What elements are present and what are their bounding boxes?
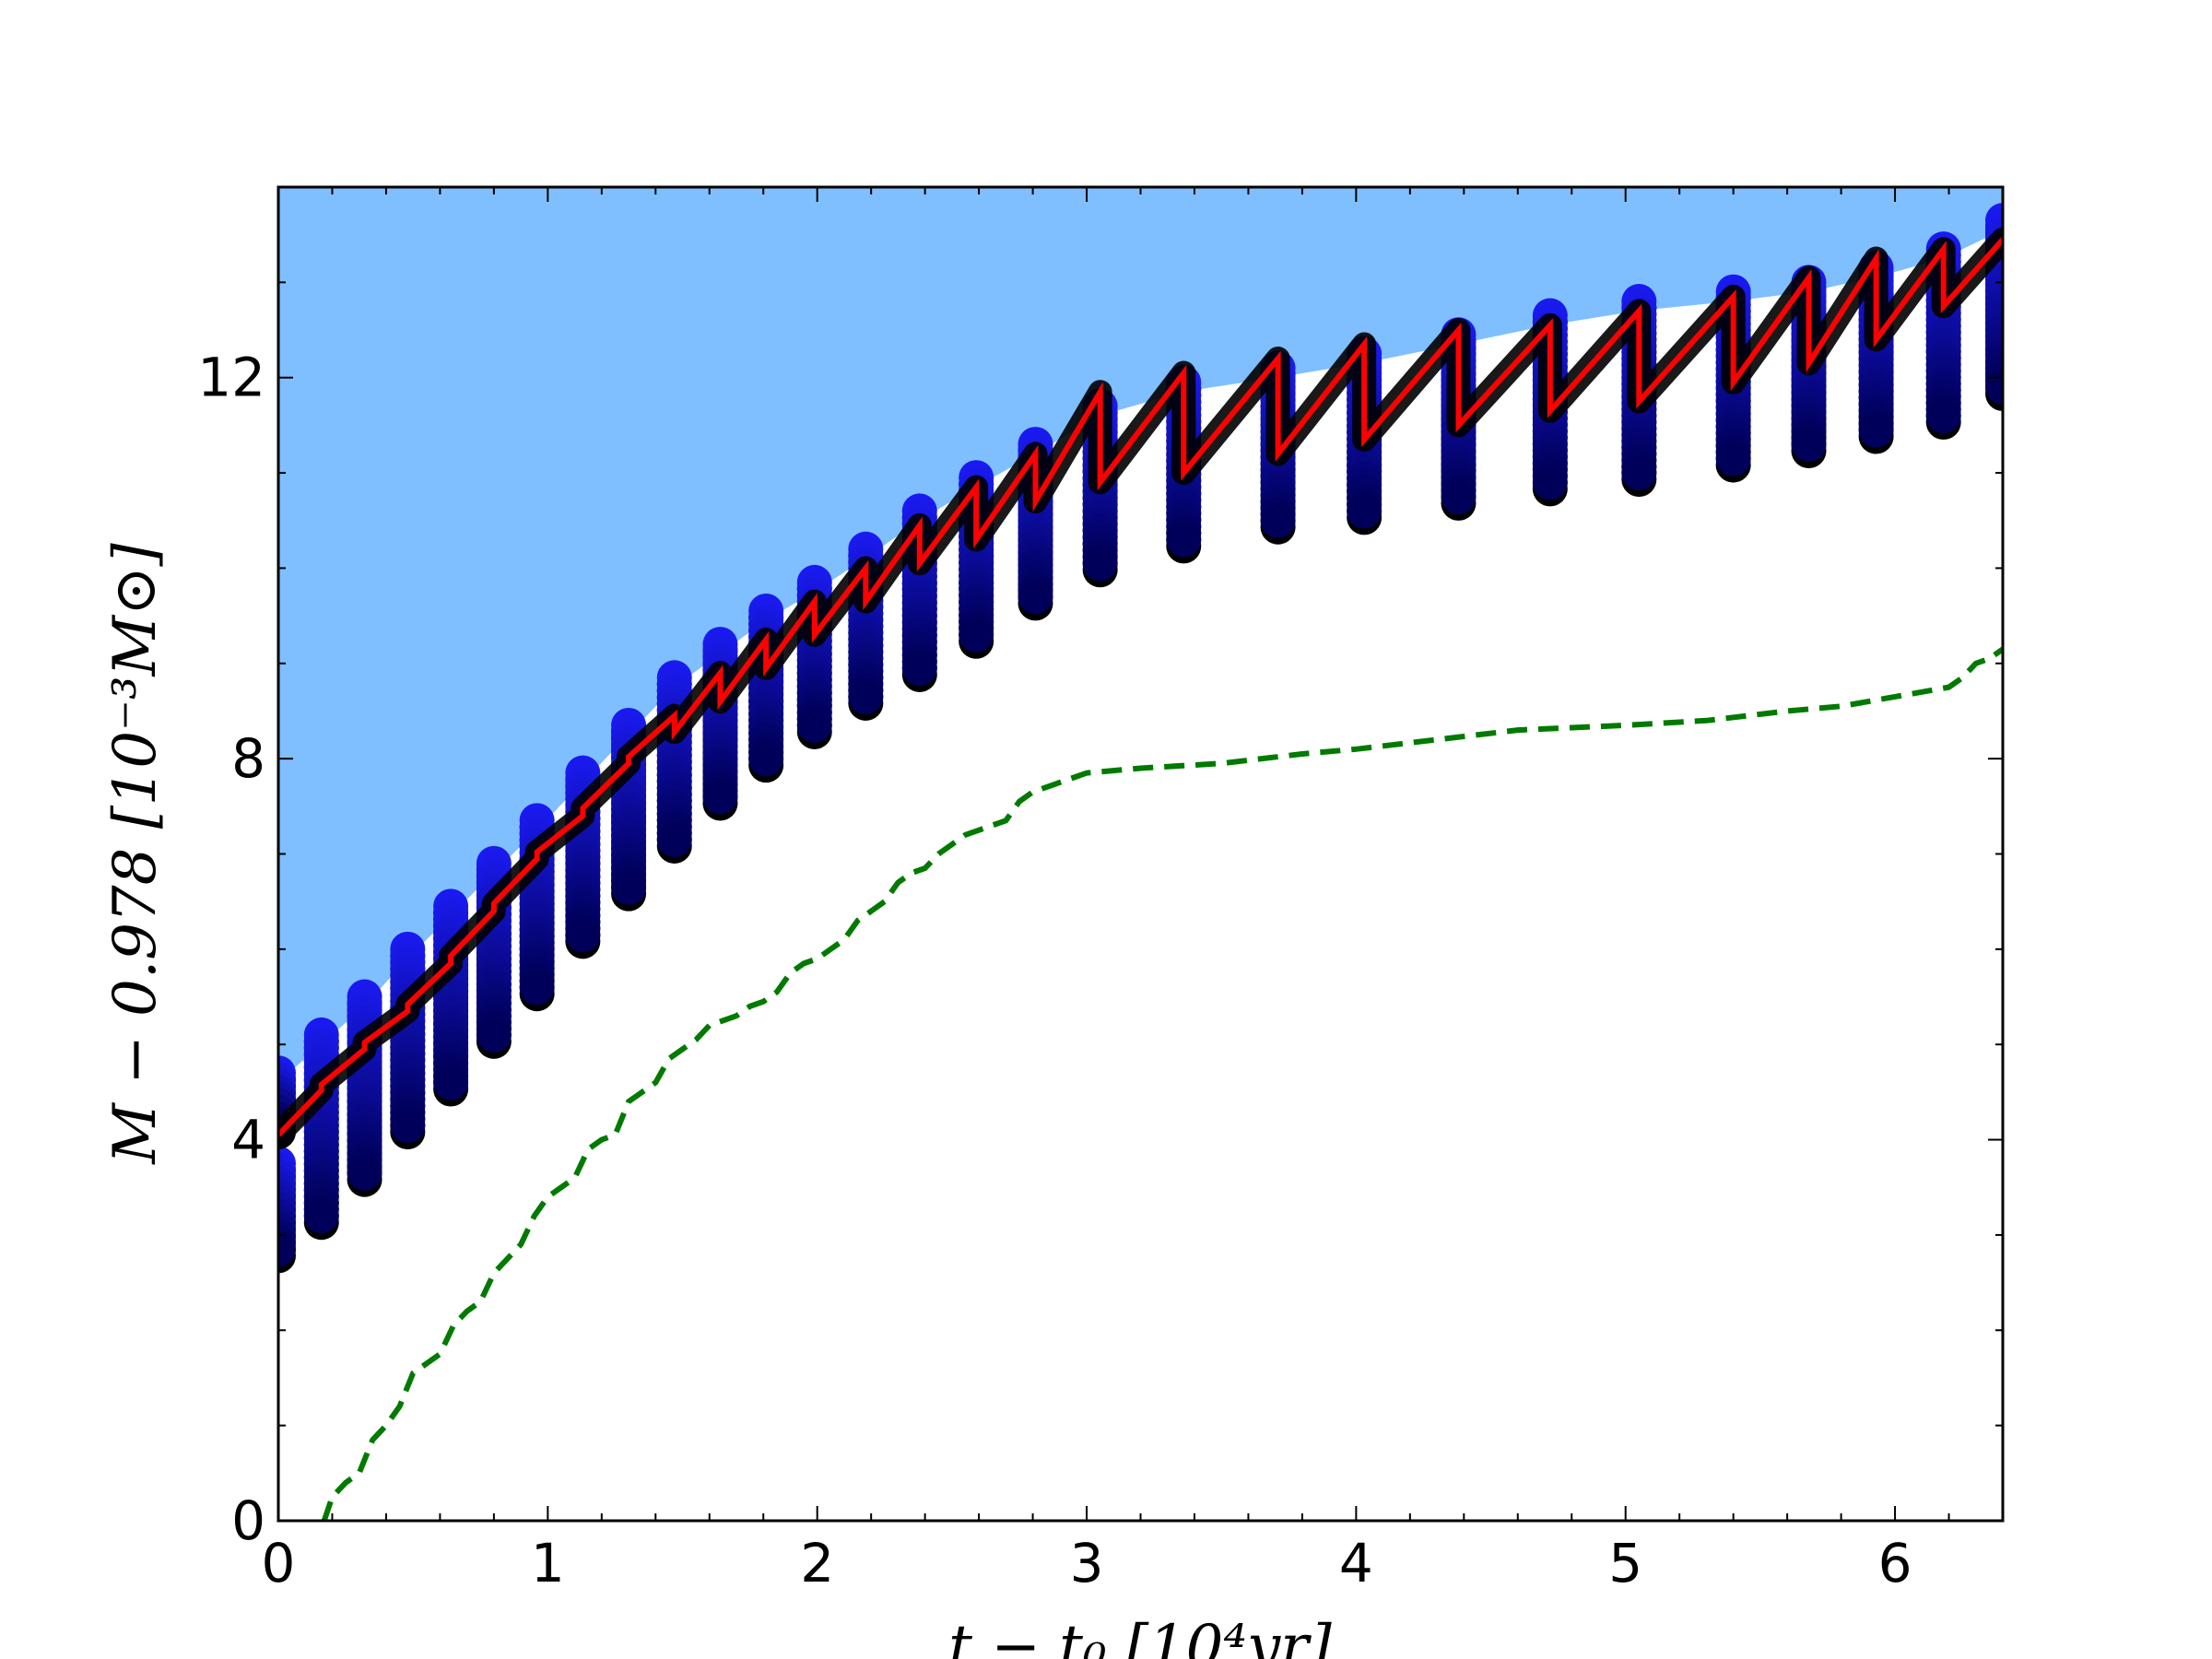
x-tick-label: 1 [531, 1532, 565, 1594]
marker-column [565, 755, 601, 959]
x-tick-label: 0 [262, 1532, 296, 1594]
x-tick-label: 5 [1608, 1532, 1642, 1594]
marker [1018, 579, 1053, 615]
marker-column [1925, 231, 1961, 441]
marker [1082, 546, 1118, 582]
marker [1791, 427, 1827, 463]
plot-area [278, 187, 2003, 1521]
upper-shaded-region [278, 187, 2003, 1083]
y-tick-label: 12 [197, 347, 265, 409]
marker [390, 1108, 426, 1144]
marker [901, 650, 937, 686]
marker-column [303, 1017, 339, 1241]
x-axis-label: t − t₀ [10⁴yr] [948, 1613, 1333, 1659]
x-tick-label: 2 [800, 1532, 834, 1594]
marker [748, 741, 784, 777]
marker-column [433, 888, 469, 1107]
line-series-2 [321, 646, 2003, 1521]
marker [959, 617, 994, 653]
marker [702, 779, 738, 815]
x-tick-label: 3 [1070, 1532, 1104, 1594]
marker-column [702, 627, 738, 821]
marker [519, 970, 555, 1006]
marker-column [656, 660, 692, 864]
marker [656, 821, 692, 857]
y-tick-label: 8 [231, 727, 265, 790]
y-tick-labels: 0 4 8 12 [197, 347, 265, 1552]
marker-column [347, 979, 382, 1197]
y-axis-label: M − 0.978 [10⁻³M⊙] [101, 542, 170, 1164]
marker [476, 1017, 512, 1053]
marker-column [390, 931, 426, 1150]
marker [303, 1198, 339, 1234]
y-tick-label: 0 [231, 1489, 265, 1552]
marker [1260, 502, 1296, 538]
x-tick-labels: 0 1 2 3 4 5 6 [262, 1532, 1912, 1594]
marker [848, 678, 884, 714]
x-tick-label: 4 [1339, 1532, 1373, 1594]
marker [1441, 478, 1477, 514]
line-series-1 [278, 237, 2003, 1137]
marker [565, 917, 601, 953]
marker [433, 1065, 469, 1100]
marker [1858, 412, 1894, 448]
marker [1925, 398, 1961, 434]
marker-column [748, 593, 784, 783]
marker [347, 1155, 382, 1191]
marker [1715, 441, 1751, 477]
y-tick-label: 4 [231, 1109, 265, 1171]
marker [1166, 522, 1202, 558]
marker [1347, 493, 1382, 529]
axis-ticks [277, 186, 2004, 1522]
marker [796, 707, 832, 743]
marker [611, 869, 647, 905]
marker [278, 1231, 296, 1267]
series-lines [278, 227, 2003, 1521]
marker-column [278, 1146, 296, 1274]
x-tick-label: 6 [1878, 1532, 1912, 1594]
marker [1532, 465, 1568, 500]
marker [1621, 455, 1657, 491]
